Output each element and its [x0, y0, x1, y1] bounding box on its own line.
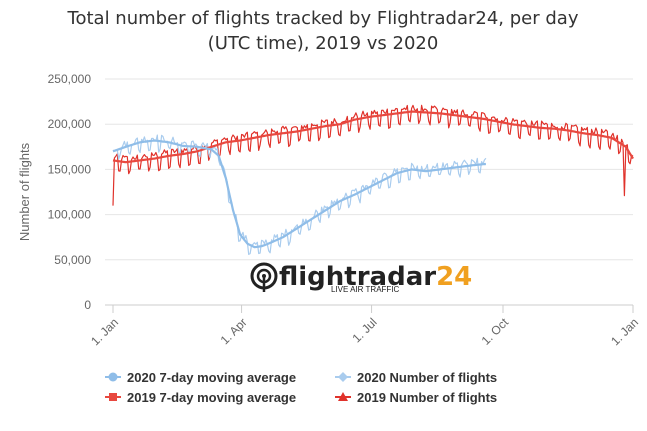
fr24-logo-text: flightradar24 — [279, 262, 472, 292]
y-tick-label: 0 — [84, 298, 91, 312]
legend-label: 2019 Number of flights — [357, 390, 497, 405]
fr24-logo-number: 24 — [436, 262, 472, 292]
legend-item[interactable]: 2019 Number of flights — [335, 390, 497, 405]
legend-square-marker-icon — [109, 393, 117, 401]
chart-title-line-1: Total number of flights tracked by Fligh… — [67, 8, 579, 29]
legend-label: 2019 7-day moving average — [127, 390, 296, 405]
legend-circle-marker-icon — [108, 372, 118, 382]
legend-diamond-marker-icon — [338, 372, 348, 382]
x-tick-label: 1. Apr — [218, 315, 250, 347]
x-axis: 1. Jan 1. Apr 1. Jul 1. Oct 1. Jan — [88, 305, 641, 348]
legend-label: 2020 Number of flights — [357, 370, 497, 385]
legend-label: 2020 7-day moving average — [127, 370, 296, 385]
legend-item[interactable]: 2019 7-day moving average — [105, 390, 296, 405]
x-tick-label: 1. Oct — [479, 315, 512, 348]
x-tick-label: 1. Jul — [350, 315, 380, 345]
y-tick-label: 250,000 — [48, 72, 92, 86]
y-tick-label: 200,000 — [48, 117, 92, 131]
flightradar24-watermark: flightradar24 LIVE AIR TRAFFIC — [250, 262, 472, 294]
fr24-tagline: LIVE AIR TRAFFIC — [331, 285, 400, 294]
2020-moving-average-line — [112, 139, 486, 249]
2019-daily-flights-line — [112, 104, 634, 206]
y-tick-label: 50,000 — [54, 253, 91, 267]
2020-daily-flights-line — [112, 134, 487, 255]
2019-moving-average-line — [112, 110, 634, 164]
legend-item[interactable]: 2020 Number of flights — [335, 370, 497, 385]
plot-area — [112, 104, 634, 255]
x-tick-label: 1. Jan — [88, 315, 121, 348]
legend-triangle-marker-icon — [338, 392, 348, 401]
y-axis-label: Number of flights — [17, 142, 32, 241]
x-tick-label: 1. Jan — [608, 315, 641, 348]
y-tick-labels: 0 50,000 100,000 150,000 200,000 250,000 — [48, 72, 92, 312]
chart-legend[interactable]: 2020 7-day moving average 2020 Number of … — [105, 370, 497, 405]
y-tick-label: 100,000 — [48, 208, 92, 222]
y-tick-label: 150,000 — [48, 162, 92, 176]
chart-title-line-2: (UTC time), 2019 vs 2020 — [208, 33, 439, 54]
legend-item[interactable]: 2020 7-day moving average — [105, 370, 296, 385]
